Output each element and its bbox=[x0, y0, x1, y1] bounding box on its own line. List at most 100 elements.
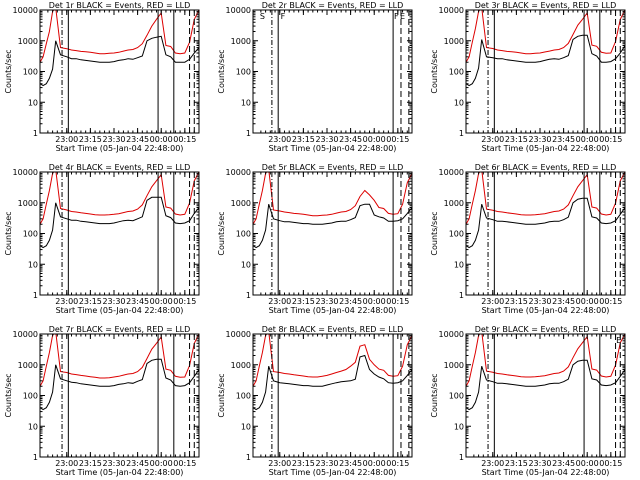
x-axis-label: Start Time (05-Jan-04 22:48:00) bbox=[269, 468, 397, 477]
x-tick-label: 23:00 bbox=[481, 459, 504, 468]
marker-letter: E bbox=[616, 336, 621, 345]
y-axis-label: Counts/sec bbox=[217, 373, 226, 417]
x-tick-label: 23:30 bbox=[315, 459, 338, 468]
panel-title: Det 4r BLACK = Events, RED = LLD bbox=[49, 163, 191, 172]
panel-title: Det 1r BLACK = Events, RED = LLD bbox=[49, 1, 191, 10]
x-tick-label: 23:30 bbox=[102, 459, 125, 468]
y-tick-label: 100 bbox=[236, 68, 251, 77]
y-tick-label: 1 bbox=[33, 291, 38, 300]
panel-title: Det 8r BLACK = Events, RED = LLD bbox=[262, 325, 404, 334]
y-tick-label: 100 bbox=[449, 230, 464, 239]
lld-series-line bbox=[253, 172, 412, 225]
x-tick-label: 00:15 bbox=[386, 297, 409, 306]
detector-panel-8: Det 8r BLACK = Events, RED = LLD 1 10 100 10… bbox=[217, 325, 413, 477]
y-tick-label: 1 bbox=[246, 291, 251, 300]
x-tick-label: 00:15 bbox=[386, 459, 409, 468]
y-tick-label: 100 bbox=[236, 392, 251, 401]
y-tick-label: 1000 bbox=[444, 199, 464, 208]
y-axis-label: Counts/sec bbox=[4, 373, 13, 417]
y-axis-label: Counts/sec bbox=[430, 373, 439, 417]
plot-frame bbox=[465, 9, 626, 134]
x-tick-label: 23:15 bbox=[505, 135, 528, 144]
y-tick-label: 100 bbox=[449, 392, 464, 401]
detector-panel-7: Det 7r BLACK = Events, RED = LLD 1 10 100 10… bbox=[4, 325, 200, 477]
x-tick-label: 23:00 bbox=[55, 135, 78, 144]
x-axis-label: Start Time (05-Jan-04 22:48:00) bbox=[482, 144, 610, 153]
x-tick-label: 23:15 bbox=[505, 297, 528, 306]
x-axis-label: Start Time (05-Jan-04 22:48:00) bbox=[56, 468, 184, 477]
plot-frame bbox=[39, 333, 200, 458]
x-tick-label: 23:30 bbox=[102, 297, 125, 306]
x-tick-label: 00:15 bbox=[386, 135, 409, 144]
events-series-line bbox=[466, 359, 625, 411]
y-tick-label: 1 bbox=[33, 453, 38, 462]
plot-frame bbox=[252, 333, 413, 458]
plot-frame bbox=[252, 9, 413, 134]
x-tick-label: 23:15 bbox=[79, 459, 102, 468]
events-series-line bbox=[40, 35, 199, 87]
x-axis-label: Start Time (05-Jan-04 22:48:00) bbox=[56, 144, 184, 153]
plot-frame bbox=[465, 171, 626, 296]
panel-title: Det 3r BLACK = Events, RED = LLD bbox=[475, 1, 617, 10]
y-tick-label: 10 bbox=[454, 422, 464, 431]
x-tick-label: 23:00 bbox=[268, 135, 291, 144]
x-tick-label: 23:15 bbox=[292, 297, 315, 306]
y-tick-label: 10 bbox=[241, 260, 251, 269]
events-series-line bbox=[40, 358, 199, 411]
y-tick-label: 100 bbox=[23, 392, 38, 401]
panel-title: Det 5r BLACK = Events, RED = LLD bbox=[262, 163, 404, 172]
detector-panel-3: Det 3r BLACK = Events, RED = LLD 1 10 100 10… bbox=[430, 1, 626, 153]
x-tick-label: 00:00 bbox=[363, 135, 386, 144]
events-series-line bbox=[253, 354, 412, 411]
y-tick-label: 100 bbox=[236, 230, 251, 239]
x-tick-label: 23:45 bbox=[339, 459, 362, 468]
x-tick-label: 23:15 bbox=[292, 459, 315, 468]
y-tick-label: 10000 bbox=[226, 6, 251, 15]
detector-panel-4: Det 4r BLACK = Events, RED = LLD 1 10 100 10… bbox=[4, 163, 200, 315]
x-tick-label: 23:45 bbox=[552, 135, 575, 144]
y-tick-label: 10000 bbox=[13, 330, 38, 339]
y-tick-label: 100 bbox=[23, 68, 38, 77]
x-tick-label: 23:30 bbox=[315, 297, 338, 306]
panel-title: Det 2r BLACK = Events, RED = LLD bbox=[262, 1, 404, 10]
y-tick-label: 1 bbox=[33, 129, 38, 138]
y-tick-label: 10000 bbox=[439, 168, 464, 177]
y-axis-label: Counts/sec bbox=[217, 49, 226, 93]
y-tick-label: 100 bbox=[23, 230, 38, 239]
y-axis-label: Counts/sec bbox=[217, 211, 226, 255]
x-tick-label: 23:15 bbox=[79, 297, 102, 306]
events-series-line bbox=[466, 197, 625, 249]
x-tick-label: 23:15 bbox=[505, 459, 528, 468]
x-tick-label: 00:00 bbox=[150, 297, 173, 306]
y-tick-label: 10 bbox=[454, 260, 464, 269]
y-axis-label: Counts/sec bbox=[4, 211, 13, 255]
x-tick-label: 00:15 bbox=[599, 135, 622, 144]
x-tick-label: 00:00 bbox=[576, 297, 599, 306]
plot-frame bbox=[465, 333, 626, 458]
x-axis-label: Start Time (05-Jan-04 22:48:00) bbox=[269, 144, 397, 153]
y-tick-label: 10000 bbox=[439, 6, 464, 15]
y-tick-label: 1000 bbox=[18, 361, 38, 370]
y-tick-label: 10000 bbox=[13, 6, 38, 15]
x-tick-label: 23:30 bbox=[315, 135, 338, 144]
y-tick-label: 1 bbox=[459, 453, 464, 462]
lld-series-line bbox=[253, 334, 412, 387]
y-tick-label: 1 bbox=[246, 129, 251, 138]
x-tick-label: 23:45 bbox=[126, 135, 149, 144]
y-tick-label: 1 bbox=[459, 291, 464, 300]
y-axis-label: Counts/sec bbox=[430, 49, 439, 93]
x-axis-label: Start Time (05-Jan-04 22:48:00) bbox=[269, 306, 397, 315]
y-tick-label: 10000 bbox=[226, 168, 251, 177]
x-tick-label: 00:00 bbox=[150, 459, 173, 468]
x-tick-label: 00:15 bbox=[599, 297, 622, 306]
x-tick-label: 23:30 bbox=[102, 135, 125, 144]
lld-series-line bbox=[466, 10, 625, 63]
x-tick-label: 23:45 bbox=[552, 459, 575, 468]
marker-letter: F bbox=[394, 12, 399, 21]
y-tick-label: 10 bbox=[454, 98, 464, 107]
detector-panel-6: Det 6r BLACK = Events, RED = LLD 1 10 100 10… bbox=[430, 163, 626, 315]
x-tick-label: 23:00 bbox=[268, 459, 291, 468]
x-tick-label: 23:30 bbox=[528, 297, 551, 306]
x-axis-label: Start Time (05-Jan-04 22:48:00) bbox=[56, 306, 184, 315]
